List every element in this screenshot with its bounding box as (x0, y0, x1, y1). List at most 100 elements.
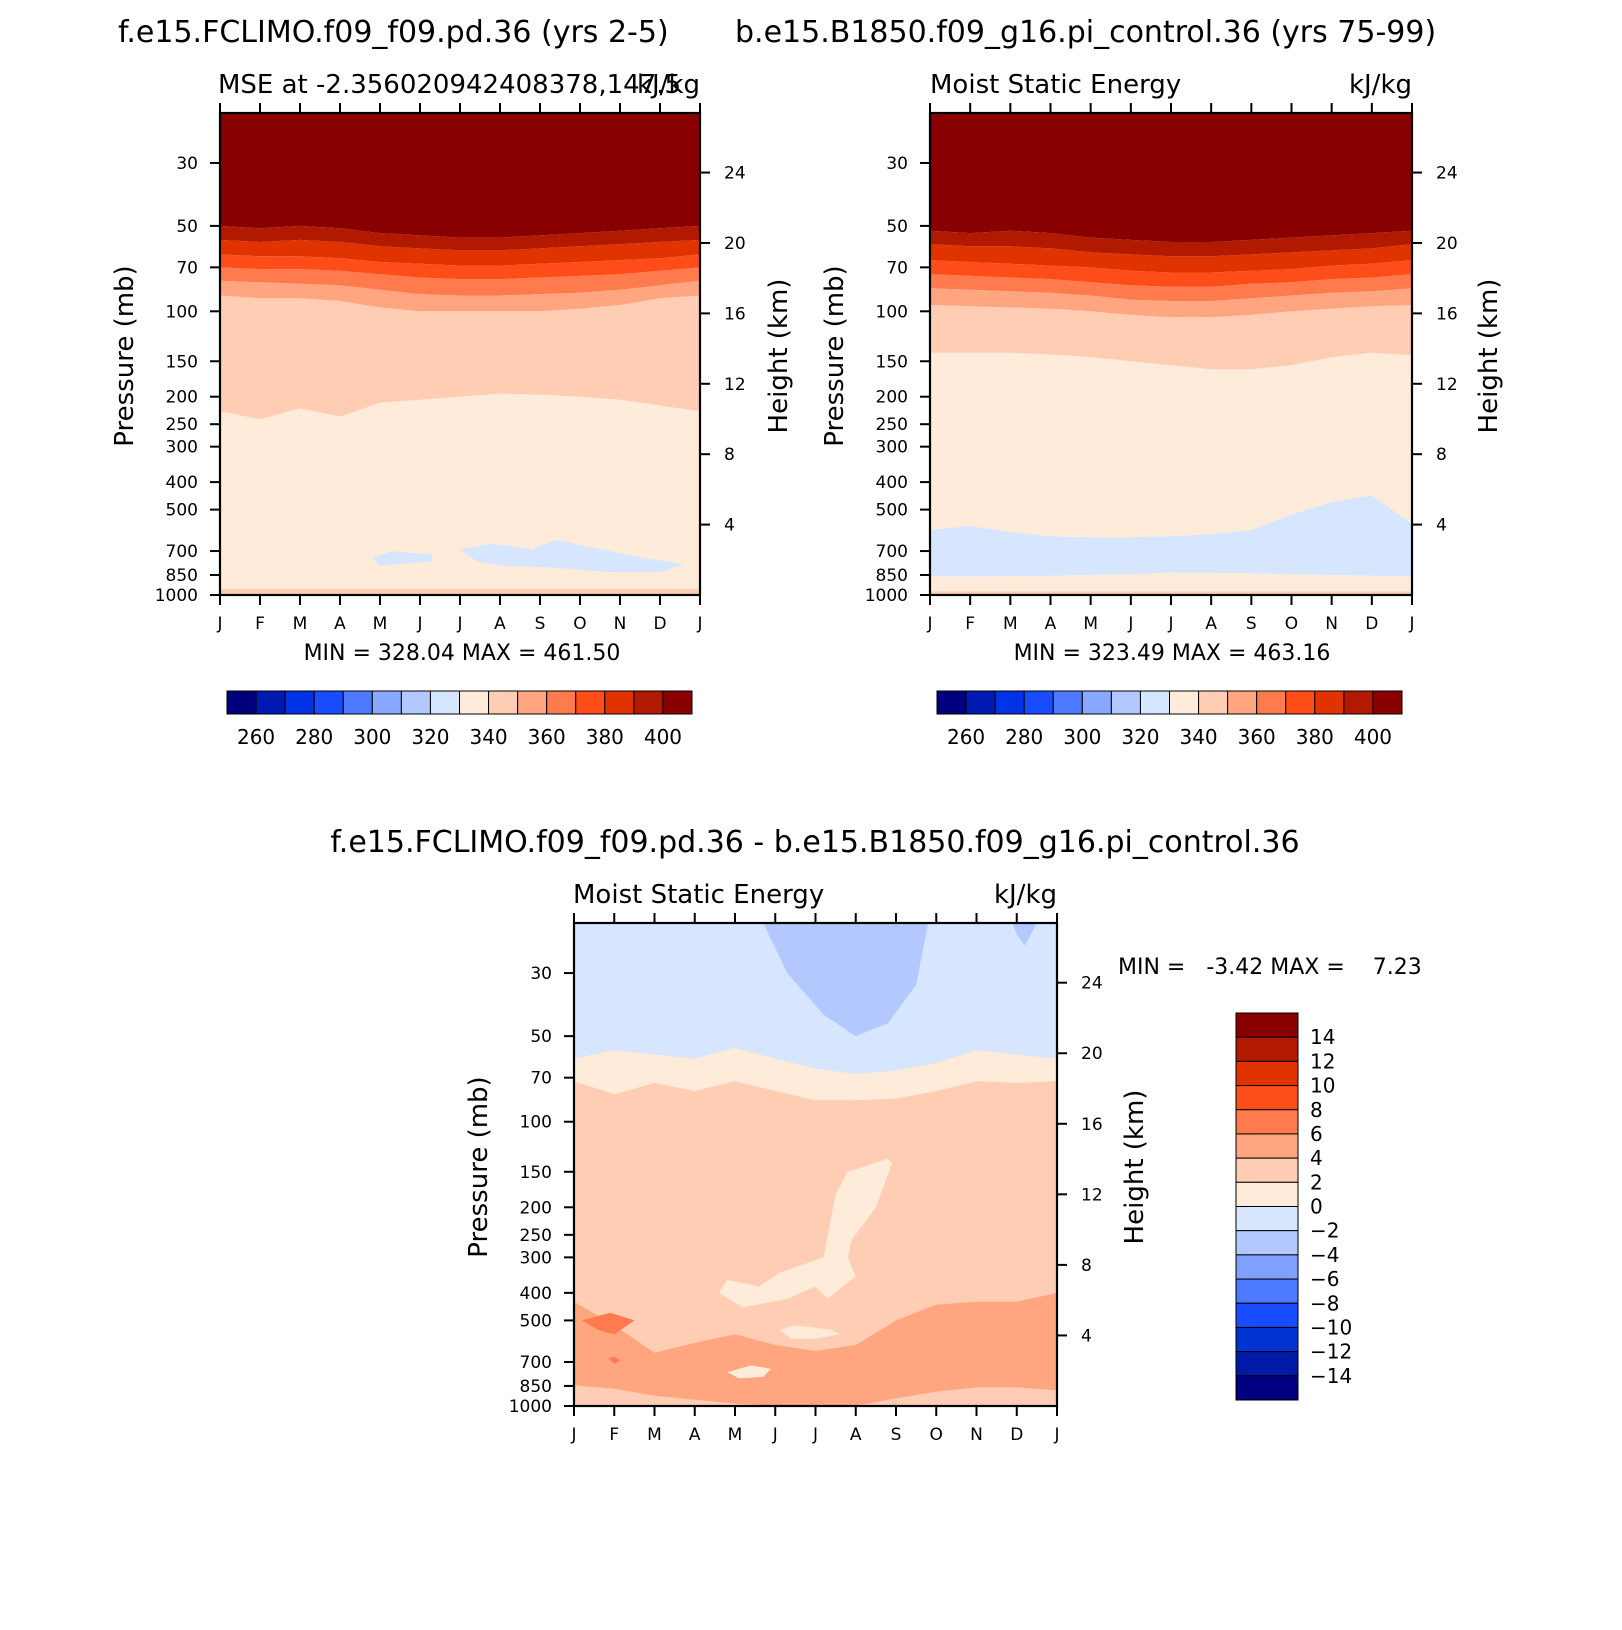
diff-colorbar-label: −4 (1310, 1243, 1339, 1267)
diff-colorbar-box (1235, 1036, 1299, 1062)
left-x-tick-label: F (255, 614, 265, 634)
left-contour-band-0 (220, 588, 700, 595)
right-colorbar-box (1227, 690, 1258, 715)
diff-colorbar-box (1235, 1326, 1299, 1353)
left-colorbar-label: 320 (411, 725, 449, 749)
diff-x-tick-label: M (728, 1425, 743, 1445)
diff-x-tick-label: N (970, 1425, 983, 1445)
diff-y2-tick-label: 4 (1081, 1326, 1092, 1346)
right-colorbar-label: 260 (947, 725, 985, 749)
left-subtitle: MSE at -2.356020942408378,147.5 (218, 70, 681, 100)
difference-title: f.e15.FCLIMO.f09_f09.pd.36 - b.e15.B1850… (330, 825, 1299, 860)
diff-y-tick-label: 70 (530, 1069, 552, 1089)
right-y2-tick-label: 4 (1436, 516, 1447, 536)
diff-subtitle: Moist Static Energy (573, 880, 824, 910)
left-contour-band-8 (220, 113, 700, 238)
right-units: kJ/kg (1349, 70, 1412, 100)
left-contour-band-1 (220, 393, 700, 589)
right-colorbar-box (965, 690, 996, 715)
left-y-tick-label: 1000 (155, 586, 198, 606)
diff-y-tick-label: 850 (520, 1377, 552, 1397)
diff-y-tick-label: 150 (520, 1163, 552, 1183)
diff-x-tick-label: S (891, 1425, 902, 1445)
diff-colorbar-label: −14 (1310, 1364, 1352, 1388)
right-contour-plot: J F M A M J J A S O N D J 30 50 70 100 150 200 250 300 400 500… (865, 103, 1458, 634)
right-colorbar-box (1110, 690, 1141, 715)
right-x-tick-label: J (1127, 614, 1133, 634)
left-colorbar-box (429, 690, 460, 715)
left-contour-plot: J F M A M J J A S O N D J 30 50 70 100 150 200 250 300 400 500… (155, 103, 746, 634)
right-min-max-label: MIN = 323.49 MAX = 463.16 (1014, 641, 1331, 666)
right-x-tick-label: M (1083, 614, 1098, 634)
left-y-tick-label: 300 (166, 438, 198, 458)
diff-contour-region-1 (1012, 923, 1037, 946)
left-y-tick-label: 70 (176, 258, 198, 278)
left-contour-region-0 (372, 551, 432, 566)
right-y-tick-label: 850 (876, 566, 908, 586)
right-colorbar-box (1023, 690, 1054, 715)
left-colorbar-label: 260 (237, 725, 275, 749)
diff-y-tick-label: 1000 (509, 1397, 552, 1417)
diff-x-tick-label: M (647, 1425, 662, 1445)
left-colorbar-box (459, 690, 490, 715)
left-contour-band-7 (220, 225, 700, 251)
right-colorbar-box (1139, 690, 1170, 715)
right-y-tick-label: 200 (876, 388, 908, 408)
right-y-tick-label: 100 (876, 302, 908, 322)
left-x-tick-label: N (614, 614, 627, 634)
diff-contour-band-2 (574, 1047, 1057, 1101)
left-contour-band-6 (220, 239, 700, 266)
right-x-tick-label: J (1408, 614, 1414, 634)
right-colorbar-box (1169, 690, 1200, 715)
diff-y-tick-label: 400 (520, 1284, 552, 1304)
right-colorbar-label: 320 (1121, 725, 1159, 749)
diff-units: kJ/kg (994, 880, 1057, 910)
diff-y2-tick-label: 8 (1081, 1256, 1092, 1276)
right-contour-band-8 (930, 244, 1412, 273)
diff-colorbar-box (1235, 1351, 1299, 1377)
diff-x-tick-label: A (850, 1425, 862, 1445)
left-colorbar-box (400, 690, 431, 715)
right-colorbar-box (1052, 690, 1083, 715)
right-y-tick-label: 400 (876, 473, 908, 493)
diff-x-tick-label: J (772, 1425, 778, 1445)
diff-x-tick-label: A (689, 1425, 701, 1445)
left-colorbar-box (342, 690, 373, 715)
diff-colorbar-label: −2 (1310, 1219, 1339, 1243)
right-colorbar-label: 280 (1005, 725, 1043, 749)
diff-contour-region-6 (608, 1356, 621, 1364)
diff-colorbar-label: 4 (1310, 1146, 1323, 1170)
left-units: kJ/kg (637, 70, 700, 100)
diff-colorbar-label: 12 (1310, 1049, 1335, 1073)
left-y2-tick-label: 24 (724, 164, 746, 184)
diff-colorbar-box (1235, 1230, 1299, 1256)
left-colorbar-box (633, 690, 664, 715)
right-y-tick-label: 30 (886, 154, 908, 174)
left-colorbar-label: 380 (586, 725, 624, 749)
diff-colorbar-box (1235, 1181, 1299, 1207)
right-colorbar: 260 280 300 320 340 360 380 400 (936, 690, 1403, 749)
right-y-axis-label: Pressure (mb) (820, 265, 850, 446)
right-colorbar-box (1081, 690, 1112, 715)
left-y-tick-label: 250 (166, 415, 198, 435)
left-x-tick-label: J (216, 614, 222, 634)
diff-y-tick-label: 200 (520, 1198, 552, 1218)
diff-colorbar-box (1235, 1254, 1299, 1280)
left-colorbar-box (604, 690, 635, 715)
left-colorbar: 260 280 300 320 340 360 380 400 (226, 690, 693, 749)
diff-colorbar-label: −10 (1310, 1315, 1352, 1339)
right-y2-tick-label: 16 (1436, 304, 1458, 324)
left-x-tick-label: J (696, 614, 702, 634)
left-x-tick-label: J (456, 614, 462, 634)
right-colorbar-box (1372, 690, 1403, 715)
left-colorbar-box (313, 690, 344, 715)
diff-contour-region-5 (582, 1312, 635, 1335)
diff-colorbar-label: −8 (1310, 1291, 1339, 1315)
left-colorbar-box (575, 690, 606, 715)
left-y-tick-label: 700 (166, 542, 198, 562)
diff-colorbar-label: −12 (1310, 1340, 1352, 1364)
left-colorbar-box (255, 690, 286, 715)
right-y-tick-label: 70 (886, 258, 908, 278)
diff-colorbar-label: 8 (1310, 1098, 1323, 1122)
right-x-tick-label: F (965, 614, 975, 634)
